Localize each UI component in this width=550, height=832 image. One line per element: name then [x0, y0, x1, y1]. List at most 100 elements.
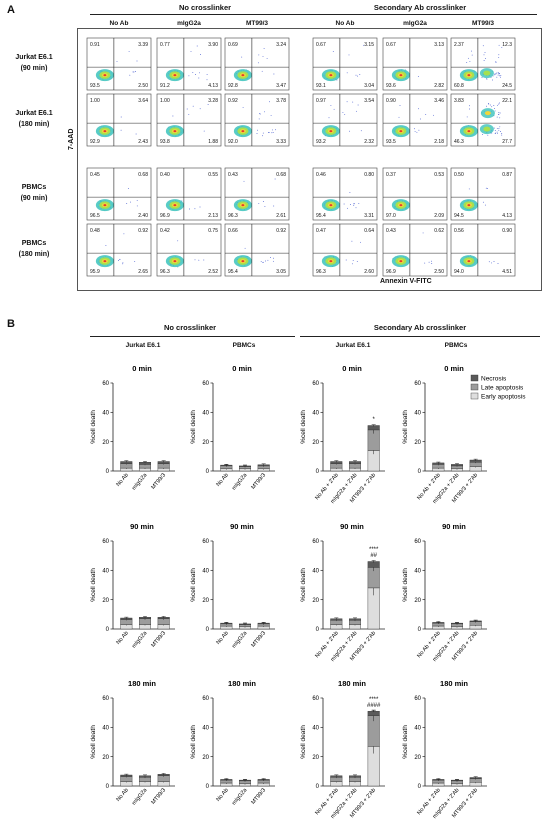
y-tick-label: 20 [414, 755, 421, 761]
y-tick-label: 20 [202, 755, 209, 761]
flow-quadrant-upper-right: 3.24 [276, 42, 286, 48]
flow-quadrant-upper-left: 0.42 [160, 228, 170, 234]
flow-plot: 0.46 0.80 95.4 3.31 [312, 167, 378, 221]
y-tick-label: 20 [102, 598, 109, 604]
legend-label: Early apoptosis [481, 394, 526, 401]
flow-plot: 0.43 0.62 96.9 2.50 [382, 223, 448, 277]
bar-chart: 90 min 0 20 40 60 %cell death No Ab mIgG2a MT99/… [190, 522, 275, 650]
y-axis-label: %cell death [402, 568, 409, 602]
flow-quadrant-lower-right: 2.65 [138, 269, 148, 275]
panel-a-row-label: Jurkat E6.1 [15, 54, 53, 61]
flow-quadrant-lower-left: 93.1 [316, 83, 326, 89]
flow-quadrant-upper-right: 0.92 [138, 228, 148, 234]
flow-quadrant-upper-right: 22.1 [502, 98, 512, 104]
flow-quadrant-lower-left: 60.8 [454, 83, 464, 89]
flow-density-cloud [459, 187, 488, 212]
y-tick-label: 0 [106, 469, 110, 475]
flow-quadrant-upper-left: 2.37 [454, 42, 464, 48]
flow-quadrant-upper-left: 0.69 [228, 42, 238, 48]
flow-quadrant-upper-right: 0.68 [138, 172, 148, 178]
y-axis-label: %cell death [402, 725, 409, 759]
flow-plot: 0.37 0.53 97.0 2.09 [382, 167, 448, 221]
y-tick-label: 20 [312, 598, 319, 604]
flow-quadrant-lower-left: 46.3 [454, 139, 464, 145]
flow-quadrant-lower-right: 2.40 [138, 213, 148, 219]
flow-quadrant-lower-right: 2.82 [434, 83, 444, 89]
flow-density-cloud [391, 69, 419, 82]
bar-chart: 0 min 0 20 40 60 %cell death No Ab mIgG2a MT99/3 [190, 364, 275, 492]
flow-density-cloud [321, 240, 361, 268]
flow-quadrant-lower-left: 91.2 [160, 83, 170, 89]
chart-title: 180 min [228, 679, 256, 688]
x-tick-label: No Ab [215, 630, 229, 646]
flow-quadrant-upper-right: 0.53 [434, 172, 444, 178]
flow-quadrant-upper-right: 0.92 [276, 228, 286, 234]
flow-quadrant-lower-right: 3.33 [276, 139, 286, 145]
flow-quadrant-upper-left: 0.40 [160, 172, 170, 178]
flow-plot: 2.37 12.3 60.8 24.5 [450, 37, 516, 91]
x-tick-label: mIgG2a [231, 630, 249, 650]
flow-density-cloud [95, 188, 138, 212]
flow-quadrant-lower-left: 95.4 [228, 269, 238, 275]
flow-quadrant-lower-right: 4.51 [502, 269, 512, 275]
flow-quadrant-upper-left: 0.43 [228, 172, 238, 178]
y-tick-label: 20 [202, 598, 209, 604]
flow-density-cloud [233, 247, 274, 268]
y-axis-label: %cell death [90, 568, 97, 602]
x-tick-label: MT99/3 [250, 630, 267, 648]
flow-quadrant-lower-left: 96.9 [386, 269, 396, 275]
flow-quadrant-lower-right: 2.32 [364, 139, 374, 145]
bar-chart: 0 min 0 20 40 60 %cell death No Ab mIgG2a MT99/3 [90, 364, 175, 492]
flow-plot: 1.00 3.28 93.8 1.88 [156, 93, 222, 147]
panel-b-column-title: Jurkat E6.1 [335, 342, 371, 349]
flow-quadrant-lower-right: 2.09 [434, 213, 444, 219]
flow-quadrant-upper-left: 0.37 [386, 172, 396, 178]
panel-a-row-label: PBMCs [21, 240, 47, 247]
panel-a-group-title-no-crosslinker: No crosslinker [178, 3, 232, 12]
flow-quadrant-lower-right: 2.50 [434, 269, 444, 275]
flow-quadrant-upper-right: 3.15 [364, 42, 374, 48]
flow-quadrant-upper-right: 3.54 [364, 98, 374, 104]
panel-a-row-label: PBMCs [21, 184, 47, 191]
flow-quadrant-lower-left: 96.3 [228, 213, 238, 219]
significance-annotation: **** [369, 697, 379, 703]
flow-quadrant-upper-left: 0.56 [454, 228, 464, 234]
flow-density-cloud [165, 104, 209, 138]
flow-quadrant-lower-left: 94.5 [454, 213, 464, 219]
y-tick-label: 60 [202, 539, 209, 545]
x-tick-label: No Ab [215, 472, 229, 488]
flow-plot: 0.40 0.55 96.9 2.13 [156, 167, 222, 221]
bar-chart: 180 min 0 20 40 60 %cell death No Ab mIgG2a MT99… [90, 679, 175, 807]
chart-title: 90 min [130, 522, 154, 531]
y-tick-label: 20 [414, 440, 421, 446]
flow-density-cloud [459, 255, 499, 268]
panel-b-group-line-secondary-crosslinker [300, 336, 540, 337]
flow-quadrant-upper-left: 0.50 [454, 172, 464, 178]
y-tick-label: 0 [418, 627, 422, 633]
y-tick-label: 40 [102, 411, 109, 417]
flow-plot: 0.56 0.90 94.0 4.51 [450, 223, 516, 277]
flow-quadrant-lower-left: 93.6 [386, 83, 396, 89]
flow-quadrant-upper-right: 0.75 [208, 228, 218, 234]
flow-plot: 0.67 3.15 93.1 3.04 [312, 37, 378, 91]
flow-quadrant-upper-right: 0.68 [276, 172, 286, 178]
flow-quadrant-upper-left: 0.48 [90, 228, 100, 234]
y-tick-label: 60 [414, 381, 421, 387]
x-tick-label: mIgG2a [231, 787, 249, 807]
flow-quadrant-lower-left: 92.9 [90, 139, 100, 145]
y-tick-label: 40 [102, 726, 109, 732]
y-tick-label: 60 [102, 539, 109, 545]
panel-a-column-title: No Ab [109, 20, 129, 27]
y-tick-label: 60 [202, 696, 209, 702]
flow-quadrant-lower-left: 95.9 [90, 269, 100, 275]
flow-density-cloud [321, 101, 362, 138]
flow-plot: 3.83 22.1 46.3 27.7 [450, 93, 516, 147]
legend-swatch [470, 392, 479, 400]
y-tick-label: 40 [312, 569, 319, 575]
flow-plot: 0.67 3.13 93.6 2.82 [382, 37, 448, 91]
flow-quadrant-lower-left: 93.5 [386, 139, 396, 145]
